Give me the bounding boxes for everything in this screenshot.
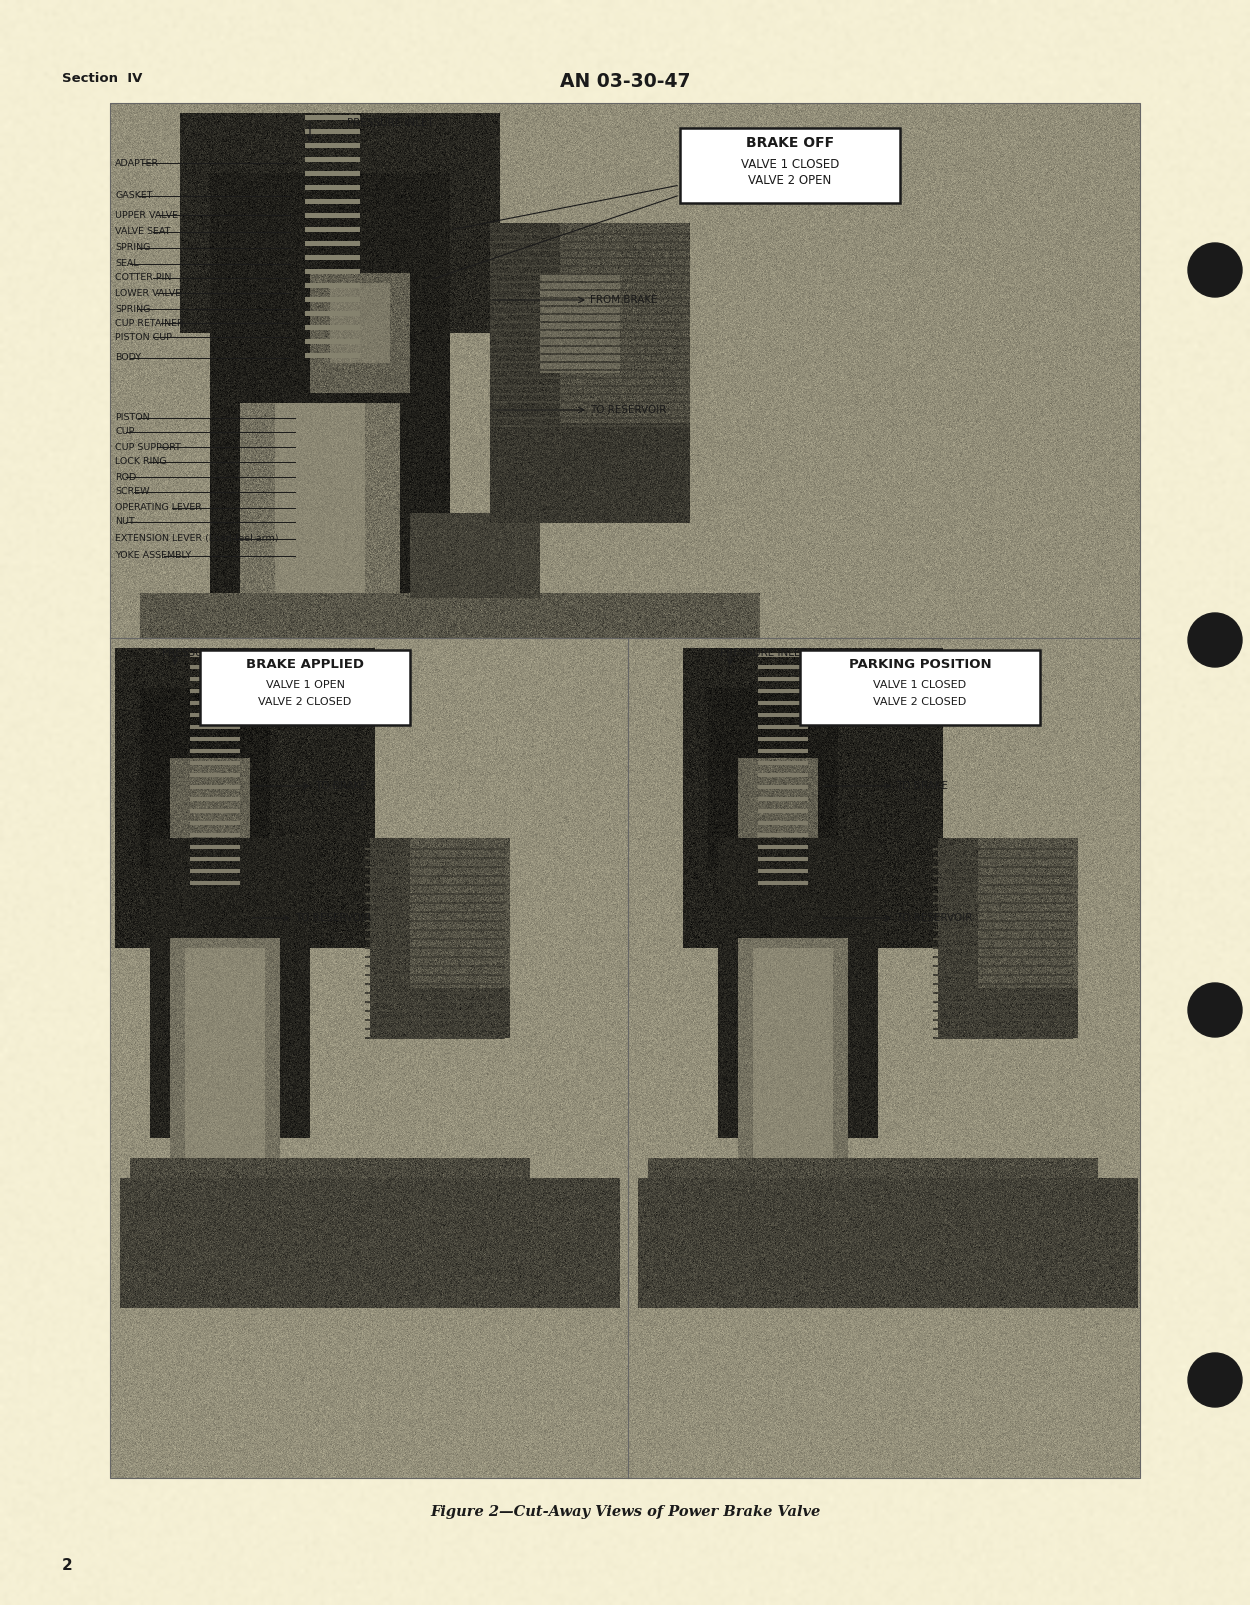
Text: AN 03-30-47: AN 03-30-47	[560, 72, 690, 91]
Text: PARKING POSITION: PARKING POSITION	[849, 658, 991, 671]
Bar	[200, 650, 410, 725]
Circle shape	[1188, 982, 1242, 1037]
Text: BRAKE OFF: BRAKE OFF	[746, 136, 834, 149]
Text: CUP SUPPORT: CUP SUPPORT	[115, 443, 181, 451]
Text: BRAKE APPLIED: BRAKE APPLIED	[246, 658, 364, 671]
Text: 2: 2	[62, 1558, 72, 1573]
Text: VALVE 1 OPEN: VALVE 1 OPEN	[265, 681, 345, 690]
Text: LOWER VALVE: LOWER VALVE	[115, 289, 181, 297]
Text: TO RESERVOIR: TO RESERVOIR	[896, 913, 973, 923]
Text: TO BRAKE: TO BRAKE	[896, 782, 948, 791]
Text: PRESSURE INLET: PRESSURE INLET	[720, 648, 806, 658]
Text: VALVE 2 OPEN: VALVE 2 OPEN	[749, 173, 831, 188]
Text: TO RESERVOIR: TO RESERVOIR	[590, 404, 666, 416]
Text: CUP: CUP	[115, 427, 135, 437]
Text: Section  IV: Section IV	[62, 72, 142, 85]
Text: FROM BRAKE: FROM BRAKE	[590, 295, 658, 305]
Text: PRESSURE INLET: PRESSURE INLET	[162, 648, 249, 658]
Text: VALVE 1 CLOSED: VALVE 1 CLOSED	[741, 157, 839, 172]
Text: PISTON CUP: PISTON CUP	[115, 332, 172, 342]
Text: SPRING: SPRING	[115, 244, 150, 252]
Text: OPERATING LEVER: OPERATING LEVER	[115, 504, 202, 512]
Text: SPRING: SPRING	[115, 305, 150, 313]
Text: VALVE 2 CLOSED: VALVE 2 CLOSED	[259, 697, 351, 706]
Text: ADAPTER: ADAPTER	[115, 159, 159, 167]
Text: YOKE ASSEMBLY: YOKE ASSEMBLY	[115, 552, 191, 560]
Text: GASKET: GASKET	[115, 191, 152, 201]
Text: PISTON: PISTON	[115, 414, 150, 422]
Text: CUP RETAINER: CUP RETAINER	[115, 318, 184, 327]
Text: TO BRAKE: TO BRAKE	[315, 782, 368, 791]
Bar	[628, 639, 1140, 1478]
Bar	[680, 128, 900, 202]
Bar	[110, 103, 1140, 639]
Text: COTTER PIN: COTTER PIN	[115, 273, 171, 282]
Text: NUT: NUT	[115, 517, 135, 526]
Text: VALVE SEAT: VALVE SEAT	[115, 228, 170, 236]
Bar	[110, 639, 628, 1478]
Text: VALVE 2 CLOSED: VALVE 2 CLOSED	[874, 697, 966, 706]
Circle shape	[1188, 613, 1242, 668]
Text: Figure 2—Cut-Away Views of Power Brake Valve: Figure 2—Cut-Away Views of Power Brake V…	[430, 1505, 820, 1518]
Text: BODY: BODY	[115, 353, 141, 363]
Text: LOCK RING: LOCK RING	[115, 457, 166, 467]
Circle shape	[1188, 1353, 1242, 1408]
Text: UPPER VALVE: UPPER VALVE	[115, 210, 178, 220]
Text: ROD: ROD	[115, 472, 136, 481]
Bar	[800, 650, 1040, 725]
Text: SEAL: SEAL	[115, 260, 139, 268]
Text: PRESSURE INLET: PRESSURE INLET	[346, 119, 434, 128]
Text: EXTENSION LEVER (Load-feel arm): EXTENSION LEVER (Load-feel arm)	[115, 534, 279, 544]
Bar	[110, 103, 1140, 1478]
Text: SCREW: SCREW	[115, 488, 150, 496]
Text: VALVE 1 CLOSED: VALVE 1 CLOSED	[874, 681, 966, 690]
Text: TO RESERVOIR: TO RESERVOIR	[295, 913, 371, 923]
Circle shape	[1188, 242, 1242, 297]
